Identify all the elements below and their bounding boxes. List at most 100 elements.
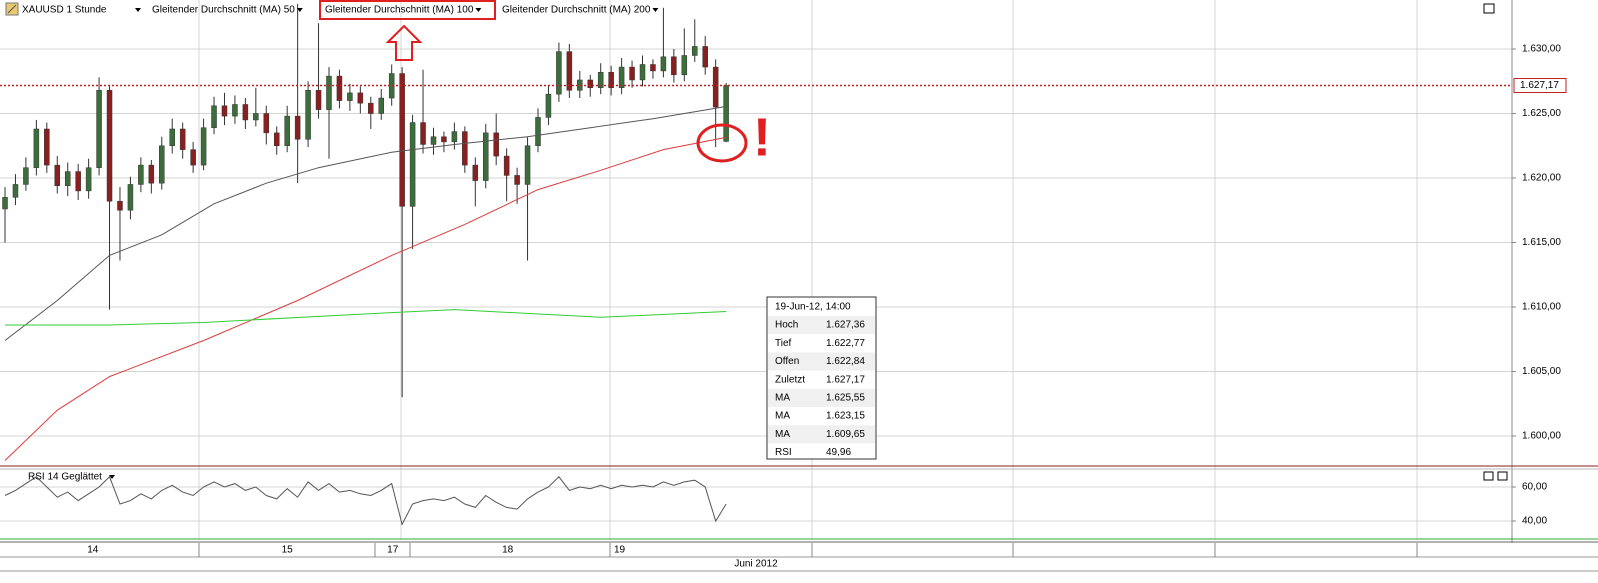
candle-body — [242, 104, 249, 121]
y-tick-label: 40,00 — [1522, 516, 1547, 527]
candle-body — [524, 145, 531, 185]
tooltip-value: 1.623,15 — [826, 411, 865, 422]
y-tick-label: 1.600,00 — [1522, 431, 1561, 442]
symbol-title[interactable]: XAUUSD 1 Stunde — [22, 5, 107, 16]
candle-body — [23, 167, 29, 185]
moving-average-line — [5, 309, 727, 326]
tooltip-value: 1.622,84 — [826, 356, 865, 367]
candle-body — [409, 122, 416, 207]
candle-body — [179, 128, 186, 150]
candle-body — [357, 92, 364, 104]
candle-body — [378, 97, 384, 114]
candle-body — [566, 51, 573, 91]
candle-body — [503, 155, 510, 176]
candle-body — [493, 132, 499, 157]
candle-body — [64, 171, 71, 186]
candle-body — [712, 66, 719, 108]
dropdown-arrow[interactable] — [652, 8, 659, 12]
tooltip-row-bg — [768, 352, 875, 371]
dropdown-arrow[interactable] — [109, 475, 115, 479]
candle-body — [399, 73, 405, 207]
candle-body — [650, 64, 656, 72]
candle-body — [671, 56, 677, 76]
tooltip-label: MA — [775, 429, 790, 440]
candle-body — [232, 104, 238, 117]
last-price-label: 1.627,17 — [1520, 80, 1559, 91]
y-tick-label: 1.610,00 — [1522, 302, 1561, 313]
tooltip-label: Zuletzt — [775, 374, 805, 385]
candle-body — [315, 90, 322, 110]
tooltip: 19-Jun-12, 14:00 Hoch 1.627,36 Tief 1.622,77… — [766, 296, 877, 460]
candle-body — [692, 46, 698, 56]
candle-body — [420, 122, 426, 145]
legend-label[interactable]: Gleitender Durchschnitt (MA) 200 — [502, 5, 651, 16]
candle-body — [294, 115, 301, 140]
grid-layer — [0, 48, 1512, 522]
candle-body — [545, 93, 552, 118]
tooltip-value: 1.625,55 — [826, 393, 865, 404]
candle-body — [148, 164, 155, 184]
tooltip-label: RSI — [775, 447, 792, 458]
candle-body — [263, 113, 270, 134]
candle-body — [33, 128, 40, 168]
x-tick-label: 14 — [87, 545, 99, 556]
tooltip-label: MA — [775, 411, 790, 422]
tooltip-row-bg — [768, 316, 875, 335]
date-separators — [198, 543, 1418, 557]
candle-body — [253, 113, 259, 121]
tooltip-value: 1.609,65 — [826, 429, 865, 440]
candle-body — [587, 79, 594, 88]
y-tick-label: 1.615,00 — [1522, 237, 1561, 248]
y-tick-label: 1.630,00 — [1522, 44, 1561, 55]
candle-body — [597, 71, 604, 88]
candle-body — [159, 145, 165, 184]
candle-body — [127, 184, 134, 211]
candle-body — [535, 117, 541, 147]
candle-body — [221, 105, 228, 117]
candle-body — [54, 164, 61, 186]
x-tick-label: 15 — [282, 545, 294, 556]
candle-body — [462, 131, 468, 166]
tooltip-label: Offen — [775, 356, 799, 367]
x-axis-label: Juni 2012 — [734, 559, 778, 570]
window-button[interactable] — [1483, 3, 1495, 14]
candle-body — [441, 136, 447, 143]
y-tick-label: 1.605,00 — [1522, 366, 1561, 377]
symbol-icon — [7, 4, 17, 14]
window-button[interactable] — [1483, 471, 1494, 481]
y-tick-label: 1.620,00 — [1522, 173, 1561, 184]
candle-body — [608, 71, 614, 88]
legend-label[interactable]: Gleitender Durchschnitt (MA) 50 — [152, 5, 295, 16]
annotation: ! — [753, 107, 771, 167]
legend-label[interactable]: Gleitender Durchschnitt (MA) 100 — [325, 5, 474, 16]
x-tick-label: 17 — [387, 545, 399, 556]
candle-body — [2, 197, 8, 210]
candle-body — [556, 51, 562, 95]
candle-body — [347, 92, 353, 101]
candle-body — [117, 200, 123, 211]
moving-average-line — [4, 136, 727, 461]
candle-body — [96, 90, 102, 168]
y-tick-label: 1.625,00 — [1522, 108, 1561, 119]
rsi-line — [4, 475, 727, 526]
dropdown-arrow[interactable] — [135, 8, 141, 12]
highlight-arrow — [385, 24, 423, 61]
candle-body — [430, 136, 437, 145]
candle-body — [368, 102, 374, 114]
data-layer — [0, 3, 1512, 526]
dropdown-arrow[interactable] — [475, 8, 482, 12]
candle-body — [702, 46, 708, 68]
dropdown-arrow[interactable] — [296, 8, 303, 12]
window-button[interactable] — [1497, 471, 1508, 481]
tooltip-value: 1.627,17 — [826, 374, 865, 385]
candle-body — [169, 128, 175, 147]
tooltip-value: 1.622,77 — [826, 338, 865, 349]
y-tick-label: 60,00 — [1522, 482, 1547, 493]
candle-body — [660, 56, 667, 72]
candle-body — [12, 184, 19, 198]
candle-body — [472, 164, 479, 181]
rsi-title[interactable]: RSI 14 Geglättet — [28, 472, 102, 483]
candle-body — [44, 128, 50, 166]
